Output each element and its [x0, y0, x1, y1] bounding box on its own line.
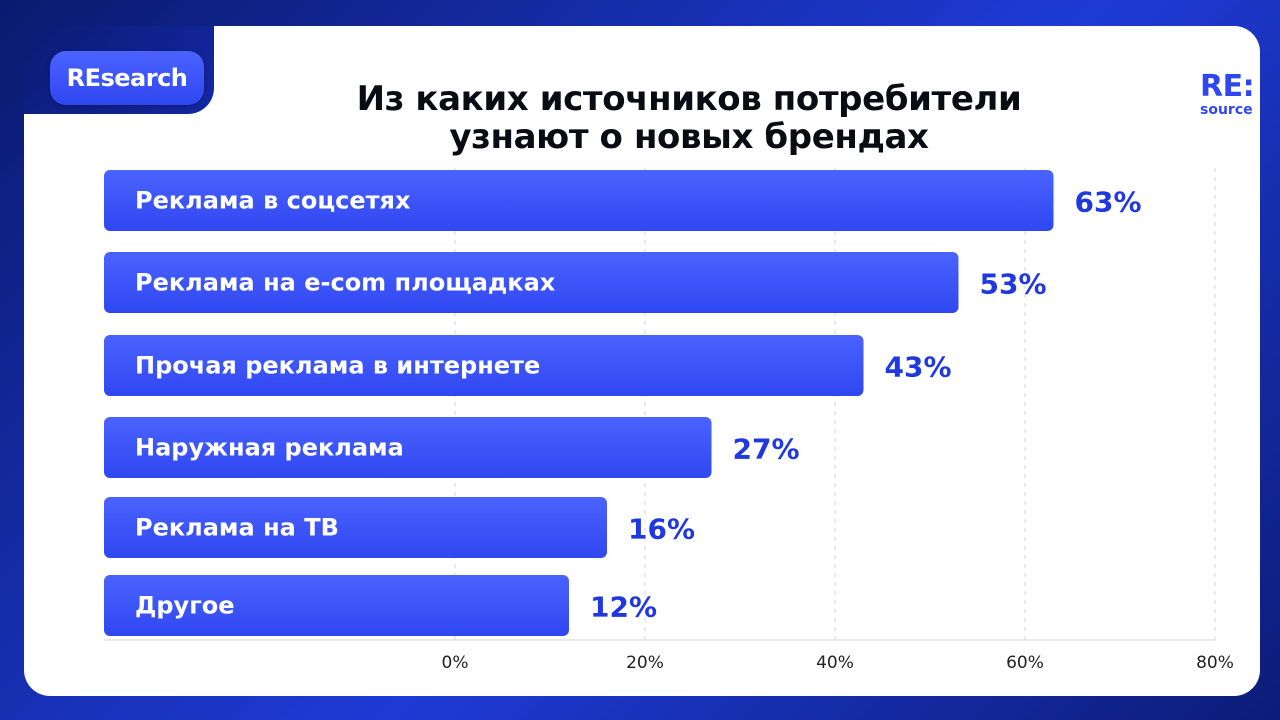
research-badge: REsearch	[50, 51, 204, 105]
bar-category-label: Реклама на ТВ	[135, 514, 339, 542]
bar-value-label: 63%	[1075, 186, 1142, 219]
x-tick-label: 60%	[1006, 653, 1044, 673]
brand-logo: RE: source	[1200, 69, 1255, 119]
x-tick-label: 20%	[626, 653, 664, 673]
bar	[104, 170, 1054, 231]
bar	[104, 252, 959, 313]
bar	[104, 575, 569, 636]
bar-value-label: 27%	[733, 433, 800, 466]
logo-main-text: RE:	[1200, 69, 1255, 104]
bar-value-label: 12%	[590, 591, 657, 624]
chart-title: Из каких источников потребители узнают о…	[356, 79, 1022, 157]
bar	[104, 417, 712, 478]
bar	[104, 497, 607, 558]
x-tick-label: 40%	[816, 653, 854, 673]
bar-value-label: 16%	[628, 513, 695, 546]
bar-category-label: Прочая реклама в интернете	[135, 352, 540, 380]
bar-category-label: Реклама на e-com площадках	[135, 269, 556, 297]
bar	[104, 335, 864, 396]
x-tick-label: 80%	[1196, 653, 1234, 673]
logo-sub-text: source	[1200, 102, 1253, 118]
bar-category-label: Наружная реклама	[135, 434, 404, 462]
bar-value-label: 43%	[885, 351, 952, 384]
bar-category-label: Реклама в соцсетях	[135, 187, 411, 215]
bar-value-label: 53%	[980, 268, 1047, 301]
x-tick-label: 0%	[442, 653, 469, 673]
bar-category-label: Другое	[135, 592, 235, 620]
